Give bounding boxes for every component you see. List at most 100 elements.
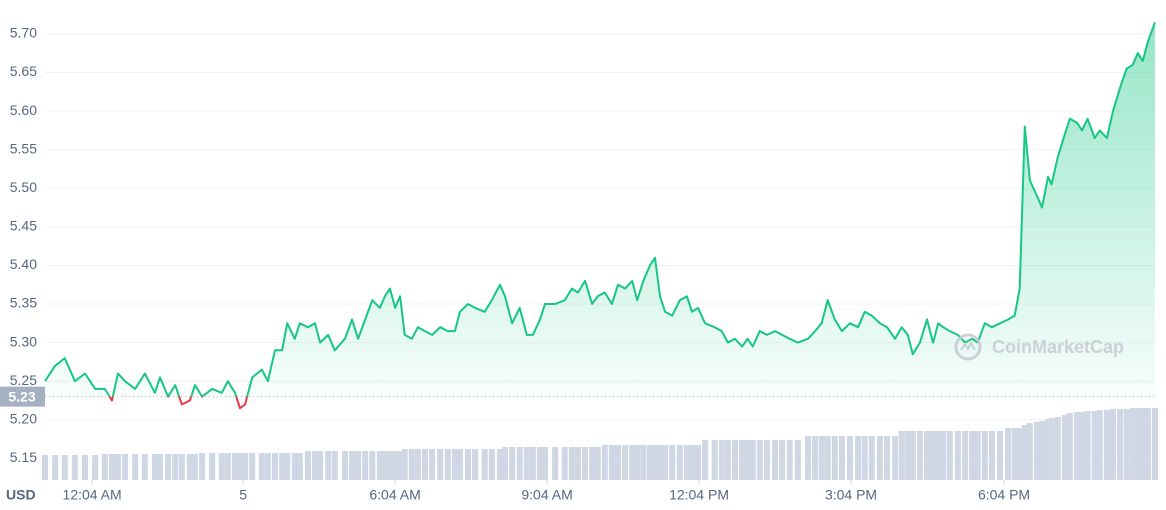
volume-bar — [582, 447, 589, 480]
volume-bar — [296, 453, 303, 480]
volume-bar — [969, 431, 976, 480]
volume-bar — [1073, 412, 1080, 480]
volume-bar — [42, 455, 48, 480]
volume-bar — [1091, 411, 1098, 480]
volume-bar — [695, 445, 702, 480]
volume-bar — [974, 431, 981, 480]
volume-bar — [996, 431, 1003, 480]
volume-bar — [651, 445, 658, 480]
volume-bar — [847, 436, 854, 480]
volume-bar — [669, 445, 676, 480]
volume-bar — [542, 447, 549, 480]
volume-bar — [1026, 423, 1033, 480]
volume-bar — [954, 431, 961, 480]
volume-bar — [589, 447, 596, 480]
volume-bar — [724, 440, 731, 480]
volume-bar — [387, 451, 394, 480]
volume-bar — [981, 431, 988, 480]
volume-bar — [151, 454, 158, 480]
volume-bar — [61, 455, 68, 480]
volume-bar — [909, 431, 916, 480]
volume-bar — [444, 449, 451, 480]
baseline-label: 5.23 — [8, 388, 35, 404]
volume-bar — [141, 454, 148, 480]
volume-bar — [1139, 408, 1146, 480]
y-tick-label: 5.20 — [10, 411, 37, 427]
volume-bar — [397, 451, 404, 480]
volume-bar — [231, 453, 238, 480]
volume-bar — [1061, 415, 1068, 480]
volume-bar — [824, 436, 831, 480]
volume-bar — [186, 454, 193, 480]
volume-bar — [1016, 428, 1023, 480]
volume-bar — [634, 445, 641, 480]
volume-bar — [536, 447, 543, 480]
volume-bar — [594, 447, 601, 480]
volume-bar — [114, 454, 121, 480]
volume-bar — [362, 451, 369, 480]
volume-bar — [502, 447, 509, 480]
volume-bar — [258, 453, 265, 480]
y-tick-label: 5.70 — [10, 25, 37, 41]
volume-bar — [831, 436, 838, 480]
volume-bar — [962, 431, 969, 480]
volume-bar — [325, 451, 332, 480]
volume-bar — [408, 449, 415, 480]
volume-bar — [1109, 409, 1116, 480]
volume-bar — [1123, 409, 1130, 480]
currency-unit: USD — [6, 487, 36, 503]
volume-bar — [1048, 418, 1055, 480]
volume-bar — [883, 436, 890, 480]
volume-bar — [640, 445, 647, 480]
price-line-up — [44, 21, 1156, 397]
volume-bar — [756, 440, 763, 480]
volume-bar — [561, 447, 568, 480]
volume-bar — [1084, 411, 1091, 480]
volume-bar — [574, 447, 581, 480]
volume-bar — [1096, 410, 1103, 480]
volume-bar — [376, 451, 383, 480]
volume-bar — [711, 440, 718, 480]
volume-bar — [1021, 425, 1028, 480]
volume-bar — [622, 445, 629, 480]
watermark: CoinMarketCap — [954, 333, 1124, 361]
volume-bar — [122, 454, 129, 480]
volume-bar — [1103, 410, 1110, 480]
volume-bar — [702, 440, 709, 480]
volume-bar — [291, 453, 298, 480]
volume-bar — [52, 455, 59, 480]
volume-bar — [732, 440, 739, 480]
volume-bar — [683, 445, 690, 480]
volume-bar — [509, 447, 516, 480]
volume-bar — [414, 449, 421, 480]
volume-bar — [601, 445, 608, 480]
volume-bar — [1066, 413, 1073, 480]
volume-bar — [608, 445, 615, 480]
volume-bar — [92, 455, 99, 480]
volume-bar — [818, 436, 825, 480]
volume-bar — [739, 440, 746, 480]
volume-bar — [341, 451, 348, 480]
volume-bar — [349, 451, 356, 480]
volume-bar — [529, 447, 536, 480]
volume-bar — [191, 454, 198, 480]
volume-bar — [1079, 412, 1086, 480]
volume-bar — [157, 454, 164, 480]
volume-bar — [242, 453, 249, 480]
volume-bar — [779, 440, 786, 480]
volume-bar — [786, 440, 793, 480]
volume-bar — [429, 449, 436, 480]
x-tick-label: 9:04 AM — [521, 487, 572, 503]
volume-bar — [812, 436, 819, 480]
x-tick-label: 12:04 PM — [669, 487, 729, 503]
y-tick-label: 5.15 — [10, 449, 37, 465]
volume-bar — [472, 449, 479, 480]
volume-bar — [172, 454, 179, 480]
volume-bar — [1117, 409, 1124, 480]
volume-bar — [317, 451, 324, 480]
volume-bar — [304, 451, 311, 480]
volume-bar — [355, 451, 362, 480]
y-tick-label: 5.25 — [10, 372, 37, 388]
volume-bar — [451, 449, 458, 480]
volume-bar — [437, 449, 444, 480]
